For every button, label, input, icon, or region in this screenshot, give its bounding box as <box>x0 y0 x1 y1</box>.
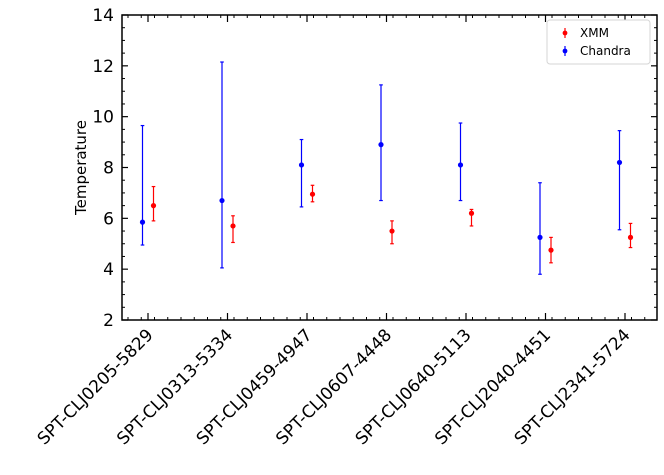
data-point <box>627 234 634 240</box>
legend-box <box>546 19 651 65</box>
data-point <box>219 197 225 204</box>
data-point <box>548 247 554 253</box>
legend-marker <box>562 48 568 54</box>
data-point <box>298 162 305 168</box>
y-tick-label: 10 <box>92 108 114 128</box>
data-point <box>309 191 316 197</box>
data-point <box>468 210 475 216</box>
y-tick-label: 6 <box>103 209 114 229</box>
y-tick-label: 2 <box>103 311 114 331</box>
plot-frame <box>121 14 658 321</box>
y-tick-label: 14 <box>92 6 114 26</box>
y-axis-label: Temperature <box>72 120 90 216</box>
data-point <box>389 228 395 234</box>
data-point <box>150 203 157 209</box>
data-point <box>537 234 543 240</box>
legend-label: Chandra <box>580 44 631 58</box>
legend-label: XMM <box>580 26 609 40</box>
data-point <box>457 162 464 168</box>
data-point <box>139 219 146 225</box>
y-tick-label: 4 <box>103 260 114 280</box>
y-tick-label: 12 <box>92 57 114 77</box>
legend: XMM Chandra <box>546 19 651 65</box>
data-point <box>616 159 623 166</box>
legend-marker <box>562 30 568 36</box>
data-point <box>378 142 384 148</box>
data-point <box>230 223 236 229</box>
y-tick-label: 8 <box>103 159 114 179</box>
